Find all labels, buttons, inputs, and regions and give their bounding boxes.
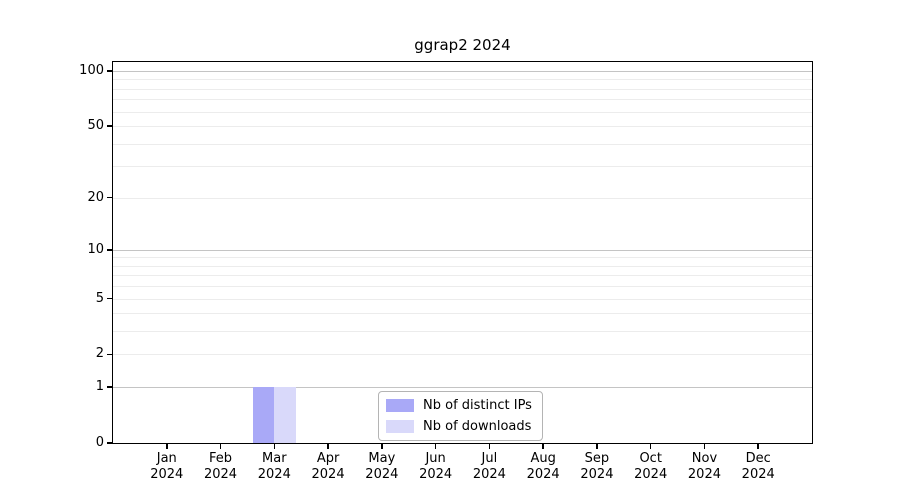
legend-swatch-icon bbox=[386, 399, 414, 412]
gridline-minor bbox=[113, 298, 812, 300]
bar bbox=[274, 387, 296, 443]
x-tick-mark bbox=[596, 443, 598, 449]
x-tick-mark bbox=[327, 443, 329, 449]
y-tick-label: 50 bbox=[87, 118, 104, 134]
gridline-minor bbox=[113, 313, 812, 315]
x-tick-mark bbox=[542, 443, 544, 449]
gridlines-layer bbox=[113, 62, 812, 443]
legend-label: Nb of distinct IPs bbox=[423, 398, 532, 413]
gridline-major bbox=[113, 249, 812, 251]
y-tick-mark bbox=[107, 125, 113, 127]
gridline-minor bbox=[113, 286, 812, 288]
x-tick-mark bbox=[649, 443, 652, 449]
x-tick-label: Jan 2024 bbox=[150, 451, 184, 482]
y-tick-label: 1 bbox=[95, 379, 104, 395]
gridline-minor bbox=[113, 257, 812, 259]
x-tick-label: Sep 2024 bbox=[580, 451, 614, 482]
x-tick-label: Mar 2024 bbox=[257, 451, 291, 482]
y-tick-label: 100 bbox=[79, 63, 104, 79]
gridline-minor bbox=[113, 265, 812, 267]
x-tick-mark bbox=[165, 443, 168, 449]
gridline-minor bbox=[113, 99, 812, 101]
x-tick-mark bbox=[488, 443, 491, 449]
y-tick-label: 10 bbox=[87, 241, 104, 257]
gridline-minor bbox=[113, 88, 812, 90]
x-tick-mark bbox=[381, 443, 383, 449]
gridline-minor bbox=[113, 275, 812, 277]
legend: Nb of distinct IPs Nb of downloads bbox=[378, 391, 543, 441]
bars-layer bbox=[113, 62, 812, 443]
y-tick-label: 2 bbox=[95, 346, 104, 362]
x-tick-mark bbox=[273, 443, 276, 449]
legend-swatch-icon bbox=[386, 420, 414, 433]
x-tick-label: Apr 2024 bbox=[311, 451, 345, 482]
x-tick-label: Nov 2024 bbox=[687, 451, 721, 482]
x-tick-label: Aug 2024 bbox=[526, 451, 560, 482]
legend-label: Nb of downloads bbox=[423, 419, 532, 434]
gridline-major bbox=[113, 71, 812, 73]
x-tick-label: Jun 2024 bbox=[419, 451, 453, 482]
plot-area bbox=[113, 62, 812, 443]
bar bbox=[252, 387, 275, 443]
y-tick-mark bbox=[107, 442, 113, 444]
gridline-minor bbox=[113, 111, 812, 113]
legend-item: Nb of distinct IPs bbox=[386, 395, 532, 416]
y-tick-mark bbox=[107, 353, 113, 356]
x-tick-label: Feb 2024 bbox=[203, 451, 238, 482]
gridline-minor bbox=[113, 354, 812, 356]
gridline-major bbox=[113, 387, 812, 389]
x-tick-label: May 2024 bbox=[365, 451, 399, 482]
x-tick-label: Oct 2024 bbox=[634, 451, 668, 482]
y-tick-mark bbox=[107, 297, 113, 300]
y-tick-mark bbox=[107, 386, 113, 388]
gridline-minor bbox=[113, 79, 812, 81]
x-tick-label: Jul 2024 bbox=[472, 451, 506, 482]
gridline-minor bbox=[113, 331, 812, 333]
y-tick-mark bbox=[107, 70, 113, 72]
legend-item: Nb of downloads bbox=[386, 416, 532, 437]
gridline-minor bbox=[113, 166, 812, 168]
y-tick-label: 5 bbox=[95, 290, 104, 306]
chart-title: ggrap2 2024 bbox=[414, 36, 511, 54]
x-tick-mark bbox=[703, 443, 706, 449]
x-tick-label: Dec 2024 bbox=[741, 451, 775, 482]
y-tick-label: 0 bbox=[95, 435, 104, 450]
gridline-minor bbox=[113, 143, 812, 145]
y-tick-label: 20 bbox=[87, 189, 104, 205]
y-tick-mark bbox=[107, 248, 113, 251]
gridline-minor bbox=[113, 126, 812, 128]
y-tick-mark bbox=[107, 196, 113, 199]
gridline-minor bbox=[113, 197, 812, 199]
x-tick-mark bbox=[757, 443, 760, 449]
x-tick-mark bbox=[434, 443, 437, 449]
x-tick-mark bbox=[219, 443, 222, 449]
